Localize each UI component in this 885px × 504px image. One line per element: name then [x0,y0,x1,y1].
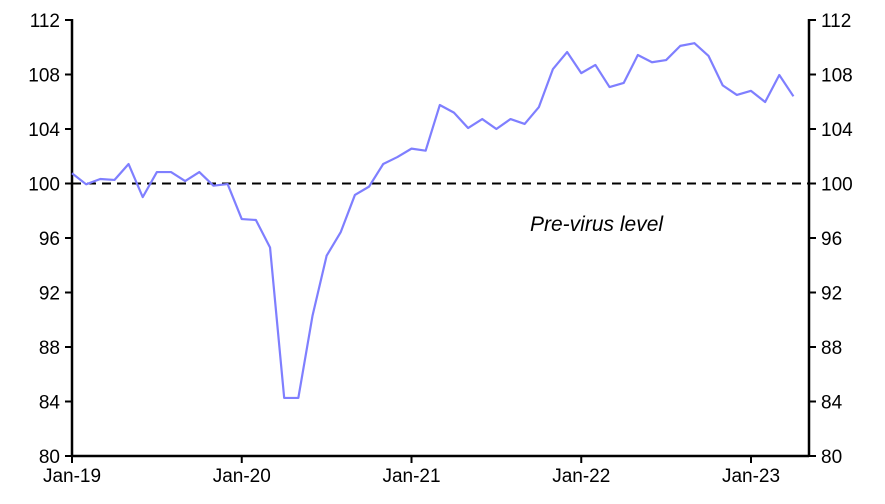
y-tick-label-right: 80 [821,447,842,468]
y-tick-label-right: 96 [821,229,842,250]
y-tick-label-left: 104 [28,120,60,141]
x-tick-label: Jan-23 [722,466,780,487]
y-tick-label-left: 84 [39,393,61,414]
x-tick-label: Jan-22 [552,466,610,487]
y-tick-label-left: 96 [39,229,60,250]
y-tick-label-right: 104 [821,120,853,141]
series-line [72,43,793,398]
y-tick-label-left: 112 [30,11,60,32]
reference-line-label: Pre-virus level [530,213,664,236]
y-tick-label-left: 88 [39,338,60,359]
y-tick-label-right: 88 [821,338,842,359]
y-tick-label-left: 108 [28,66,60,87]
x-axis: Jan-19 Jan-20 Jan-21 Jan-22 Jan-23 [43,456,809,487]
x-tick-label: Jan-19 [43,466,101,487]
x-tick-label: Jan-21 [382,466,440,487]
y-tick-label-left: 100 [28,175,60,196]
y-tick-label-left: 92 [39,284,60,305]
y-tick-label-right: 84 [821,393,843,414]
right-y-axis: 80 84 88 92 96 100 104 108 112 [809,11,853,468]
y-tick-label-right: 92 [821,284,842,305]
data-points [72,43,793,398]
x-tick-label: Jan-20 [213,466,271,487]
y-tick-label-right: 112 [821,11,851,32]
y-tick-label-right: 108 [821,66,853,87]
left-y-axis: 80 84 88 92 96 100 104 108 112 [28,11,72,468]
y-tick-label-right: 100 [821,175,853,196]
y-tick-label-left: 80 [39,447,60,468]
